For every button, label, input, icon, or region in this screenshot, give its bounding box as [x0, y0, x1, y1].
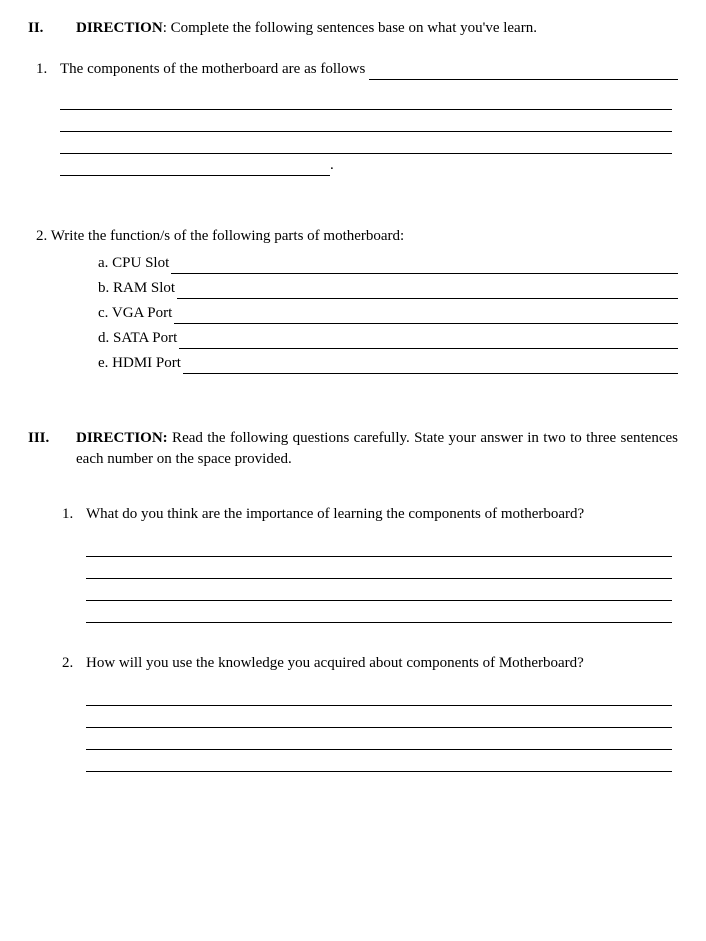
sec3-q1-text: What do you think are the importance of … — [86, 504, 678, 525]
trailing-dot: . — [330, 155, 334, 176]
sec2-q2-text: Write the function/s of the following pa… — [51, 228, 404, 244]
sec3-q2-text: How will you use the knowledge you acqui… — [86, 653, 678, 674]
sec2-q2-number: 2. — [36, 228, 47, 244]
blank-line[interactable] — [60, 110, 672, 132]
sec2-q1-intro: 1. The components of the motherboard are… — [36, 59, 678, 80]
sec3-q2-number: 2. — [62, 653, 86, 674]
section-ii-header: II. DIRECTION: Complete the following se… — [28, 18, 678, 39]
blank-line[interactable] — [86, 684, 672, 706]
blank-line[interactable] — [86, 535, 672, 557]
section-ii-numeral: II. — [28, 18, 76, 39]
sec3-q1-answer-area — [86, 535, 672, 623]
blank-line[interactable] — [174, 308, 678, 324]
blank-line[interactable] — [369, 64, 678, 81]
blank-line[interactable] — [86, 750, 672, 772]
sec3-q1-number: 1. — [62, 504, 86, 525]
blank-line[interactable] — [60, 132, 672, 154]
sec2-q1-number: 1. — [36, 59, 60, 80]
blank-line[interactable] — [86, 579, 672, 601]
sec2-q1-last-row: . — [28, 154, 678, 176]
sec3-q1: 1. What do you think are the importance … — [62, 504, 678, 525]
blank-line[interactable] — [86, 601, 672, 623]
blank-line[interactable] — [177, 283, 678, 299]
sub-item-d: d. SATA Port — [98, 328, 678, 349]
blank-line[interactable] — [86, 728, 672, 750]
sec3-q2: 2. How will you use the knowledge you ac… — [62, 653, 678, 674]
section-iii-numeral: III. — [28, 428, 76, 470]
sec2-q2-sublist: a. CPU Slot b. RAM Slot c. VGA Port d. S… — [98, 253, 678, 374]
sub-label: d. SATA Port — [98, 328, 177, 349]
section-iii-header: III. DIRECTION: Read the following quest… — [28, 428, 678, 470]
sec2-q2: 2. Write the function/s of the following… — [36, 226, 678, 247]
blank-line[interactable] — [179, 333, 678, 349]
sub-item-e: e. HDMI Port — [98, 353, 678, 374]
sub-label: a. CPU Slot — [98, 253, 169, 274]
section-iii-direction: DIRECTION: Read the following questions … — [76, 428, 678, 470]
blank-line[interactable] — [171, 258, 678, 274]
direction-label: DIRECTION — [76, 20, 163, 36]
direction-text: : Complete the following sentences base … — [163, 20, 537, 36]
sub-label: e. HDMI Port — [98, 353, 181, 374]
blank-line[interactable] — [60, 154, 330, 176]
blank-line[interactable] — [86, 557, 672, 579]
blank-line[interactable] — [183, 358, 678, 374]
sec3-q2-answer-area — [86, 684, 672, 772]
blank-line[interactable] — [86, 706, 672, 728]
sub-label: b. RAM Slot — [98, 278, 175, 299]
blank-line[interactable] — [60, 88, 672, 110]
sec2-q1-text: The components of the motherboard are as… — [60, 59, 365, 80]
sub-label: c. VGA Port — [98, 303, 172, 324]
sub-item-c: c. VGA Port — [98, 303, 678, 324]
section-ii-direction: DIRECTION: Complete the following senten… — [76, 18, 678, 39]
sub-item-a: a. CPU Slot — [98, 253, 678, 274]
sub-item-b: b. RAM Slot — [98, 278, 678, 299]
sec2-q1: 1. The components of the motherboard are… — [36, 59, 678, 80]
direction-label: DIRECTION: — [76, 430, 168, 446]
